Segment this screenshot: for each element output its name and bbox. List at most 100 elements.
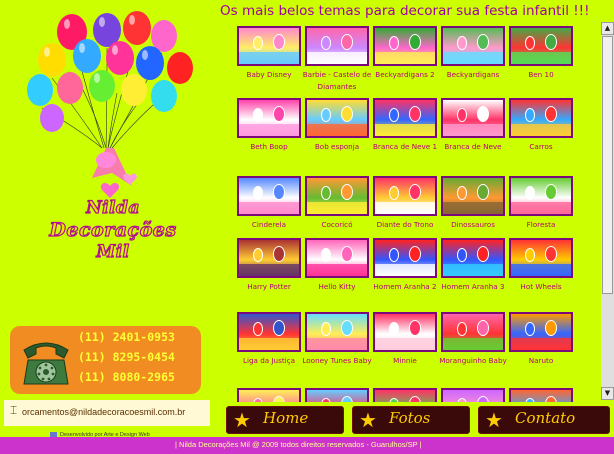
theme-thumbnail[interactable]: Dinossauros [438,176,508,231]
theme-thumbnail[interactable]: Moranguinho Baby [438,312,508,367]
theme-label[interactable]: Bob esponja [314,142,360,151]
thumbnail-frame[interactable] [373,98,437,138]
email-link[interactable]: orcamentos@nildadecoracoesmil.com.br [22,407,186,417]
nav-home-button[interactable]: ★ Home [226,406,344,434]
theme-label[interactable]: Naruto [528,356,554,365]
thumbnail-frame[interactable] [441,312,505,352]
thumbnail-frame[interactable] [305,238,369,278]
thumbnail-frame[interactable] [237,312,301,352]
star-icon: ★ [359,408,377,432]
theme-thumbnail[interactable] [234,388,304,402]
theme-thumbnail[interactable]: Beth Boop [234,98,304,153]
theme-thumbnail[interactable]: Diante do Trono [370,176,440,231]
nav-fotos-button[interactable]: ★ Fotos [352,406,470,434]
theme-thumbnail[interactable]: Carros [506,98,576,153]
brand-logo[interactable]: Nilda Decorações Mil [38,197,188,278]
thumbnail-frame[interactable] [509,176,573,216]
thumbnail-frame[interactable] [305,388,369,402]
theme-label[interactable]: Harry Potter [247,282,291,291]
theme-label[interactable]: Minnie [393,356,417,365]
theme-thumbnail[interactable]: Hello Kitty [302,238,372,293]
theme-thumbnail[interactable]: Hot Wheels [506,238,576,293]
theme-label[interactable]: Cocoricó [321,220,353,229]
thumbnail-frame[interactable] [509,238,573,278]
theme-label[interactable]: Barbie - Castelo de Diamantes [302,70,372,91]
theme-thumbnail[interactable]: Branca de Neve [438,98,508,153]
theme-label[interactable]: Looney Tunes Baby [302,356,372,365]
theme-thumbnail[interactable]: Barbie - Castelo de Diamantes [302,26,372,93]
theme-label[interactable]: Ben 10 [528,70,554,79]
thumbnail-frame[interactable] [509,98,573,138]
theme-thumbnail[interactable]: Liga da Justiça [234,312,304,367]
email-bar[interactable]: ⌶ orcamentos@nildadecoracoesmil.com.br [4,400,210,426]
theme-thumbnail[interactable]: Branca de Neve 1 [370,98,440,153]
theme-label[interactable]: Dinossauros [451,220,495,229]
theme-label[interactable]: Liga da Justiça [242,356,296,365]
thumbnail-frame[interactable] [509,26,573,66]
theme-thumbnail[interactable]: Homem Aranha 3 [438,238,508,293]
theme-thumbnail[interactable]: Harry Potter [234,238,304,293]
thumbnail-frame[interactable] [441,98,505,138]
theme-thumbnail[interactable]: Ben 10 [506,26,576,81]
theme-label[interactable]: Cinderela [251,220,287,229]
photo-icon [239,100,299,136]
theme-label[interactable]: Branca de Neve [444,142,502,151]
thumbnail-frame[interactable] [237,98,301,138]
theme-label[interactable]: Beckyardigans [446,70,500,79]
thumbnail-frame[interactable] [305,26,369,66]
theme-label[interactable]: Beckyardigans 2 [375,70,435,79]
theme-thumbnail[interactable]: Beckyardigans 2 [370,26,440,81]
theme-thumbnail[interactable]: Naruto [506,312,576,367]
gallery-scrollbar[interactable]: ▲ ▼ [601,22,614,400]
theme-thumbnail[interactable]: Cocoricó [302,176,372,231]
theme-label[interactable]: Beth Boop [250,142,288,151]
thumbnail-frame[interactable] [237,238,301,278]
thumbnail-frame[interactable] [509,388,573,402]
thumbnail-frame[interactable] [441,176,505,216]
theme-label[interactable]: Homem Aranha 2 [373,282,437,291]
thumbnail-frame[interactable] [305,98,369,138]
thumbnail-frame[interactable] [373,238,437,278]
theme-thumbnail[interactable]: Beckyardigans [438,26,508,81]
theme-label[interactable]: Carros [529,142,553,151]
thumbnail-frame[interactable] [237,388,301,402]
thumbnail-frame[interactable] [373,388,437,402]
theme-thumbnail[interactable]: Homem Aranha 2 [370,238,440,293]
theme-thumbnail[interactable]: Minnie [370,312,440,367]
theme-thumbnail[interactable]: Bob esponja [302,98,372,153]
theme-label[interactable]: Baby Disney [246,70,292,79]
thumbnail-frame[interactable] [237,176,301,216]
theme-label[interactable]: Moranguinho Baby [439,356,507,365]
thumbnail-frame[interactable] [509,312,573,352]
thumbnail-frame[interactable] [441,26,505,66]
scroll-up-arrow-icon[interactable]: ▲ [601,22,614,35]
theme-label[interactable]: Hello Kitty [318,282,356,291]
thumbnail-frame[interactable] [441,388,505,402]
theme-label[interactable]: Homem Aranha 3 [441,282,505,291]
theme-label[interactable]: Branca de Neve 1 [372,142,438,151]
theme-thumbnail[interactable]: Floresta [506,176,576,231]
developer-credit[interactable]: Desenvolvido por Arte e Design Web [50,432,150,438]
theme-thumbnail[interactable] [438,388,508,402]
theme-thumbnail[interactable]: Baby Disney [234,26,304,81]
nav-fotos-label: Fotos [389,409,431,427]
theme-thumbnail[interactable]: Cinderela [234,176,304,231]
theme-label[interactable]: Diante do Trono [376,220,434,229]
scroll-down-arrow-icon[interactable]: ▼ [601,387,614,400]
thumbnail-frame[interactable] [305,176,369,216]
thumbnail-frame[interactable] [373,26,437,66]
thumbnail-frame[interactable] [237,26,301,66]
theme-label[interactable]: Hot Wheels [520,282,562,291]
theme-label[interactable]: Floresta [526,220,556,229]
theme-thumbnail[interactable] [506,388,576,402]
nav-contato-button[interactable]: ★ Contato [478,406,610,434]
thumbnail-frame[interactable] [373,312,437,352]
photo-icon [375,390,435,402]
theme-thumbnail[interactable] [302,388,372,402]
thumbnail-frame[interactable] [441,238,505,278]
theme-thumbnail[interactable]: Looney Tunes Baby [302,312,372,367]
thumbnail-frame[interactable] [305,312,369,352]
scroll-thumb[interactable] [602,36,613,294]
theme-thumbnail[interactable] [370,388,440,402]
thumbnail-frame[interactable] [373,176,437,216]
